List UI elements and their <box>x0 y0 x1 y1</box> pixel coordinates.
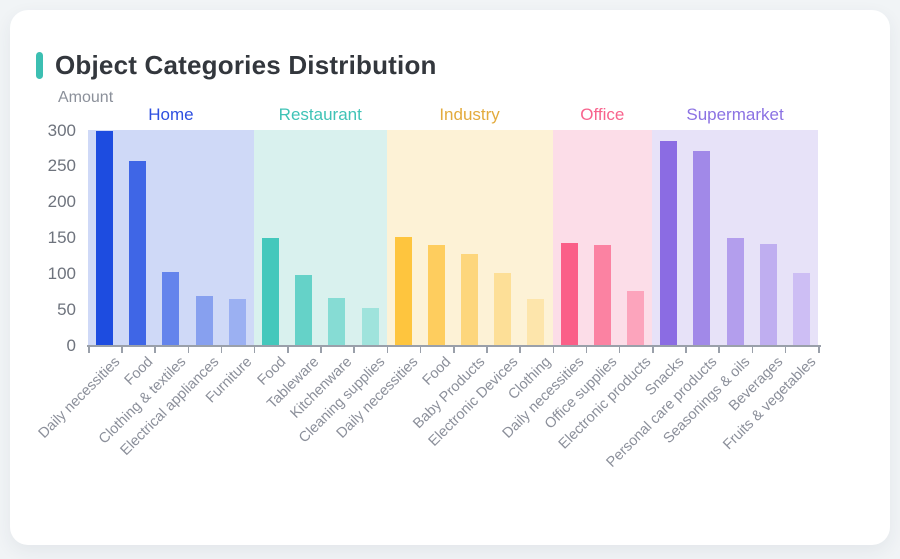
x-axis-tick <box>220 347 223 353</box>
bar <box>693 150 711 345</box>
bar <box>394 236 412 345</box>
bar <box>792 272 810 345</box>
bar <box>195 295 213 345</box>
x-axis-tick <box>353 347 355 353</box>
x-axis-line <box>87 345 821 347</box>
y-axis-tick-label: 150 <box>47 228 76 247</box>
x-axis-tick <box>187 347 190 353</box>
x-axis-tick <box>784 347 787 353</box>
x-axis-tick <box>618 347 621 353</box>
group-label: Supermarket <box>686 105 784 124</box>
bar <box>494 273 512 345</box>
x-axis-tick <box>486 347 488 353</box>
y-axis-tick-label: 50 <box>57 299 76 319</box>
x-axis-tick <box>453 347 455 353</box>
bar <box>593 245 611 345</box>
bar <box>759 243 777 345</box>
x-axis-tick <box>320 347 322 353</box>
x-axis-tick <box>253 347 256 353</box>
bar <box>527 299 545 345</box>
x-axis-tick <box>585 347 588 353</box>
x-axis-tick <box>818 347 820 353</box>
page-title: Object Categories Distribution <box>55 50 437 80</box>
x-axis-tick <box>88 347 90 353</box>
x-axis-tick <box>386 347 389 353</box>
bar <box>660 140 678 345</box>
bar <box>560 242 578 345</box>
title-accent-bar <box>36 52 43 79</box>
y-axis-tick-label: 100 <box>47 263 76 283</box>
bar <box>627 290 644 345</box>
bar <box>726 238 744 345</box>
bar <box>96 131 114 345</box>
bar <box>228 299 246 345</box>
bar <box>162 271 180 345</box>
x-axis-tick <box>154 347 156 353</box>
x-axis-tick <box>121 347 123 353</box>
x-axis-tick <box>287 347 289 353</box>
y-axis-tick-label: 0 <box>66 335 76 355</box>
group-label: Home <box>148 105 194 124</box>
group-label: Restaurant <box>278 105 362 124</box>
bar <box>295 275 313 345</box>
bar <box>262 238 279 345</box>
bar <box>129 160 147 345</box>
group-label: Industry <box>439 105 500 124</box>
x-axis-tick <box>419 347 422 353</box>
bar <box>427 245 445 345</box>
y-axis-tick-label: 200 <box>47 192 76 212</box>
y-axis-title: Amount <box>58 89 114 106</box>
x-axis-tick <box>652 347 654 353</box>
x-axis-tick <box>685 347 687 353</box>
bar <box>328 298 346 345</box>
bar <box>461 253 479 345</box>
x-axis-tick <box>552 347 555 353</box>
x-axis-tick <box>751 347 754 353</box>
x-axis-tick <box>718 347 720 353</box>
bar <box>361 308 379 345</box>
title-row: Object Categories Distribution <box>36 50 437 81</box>
x-axis-tick <box>519 347 521 353</box>
y-axis-tick-label: 300 <box>47 120 76 140</box>
y-axis-tick-label: 250 <box>47 156 76 176</box>
group-label: Office <box>580 105 625 124</box>
